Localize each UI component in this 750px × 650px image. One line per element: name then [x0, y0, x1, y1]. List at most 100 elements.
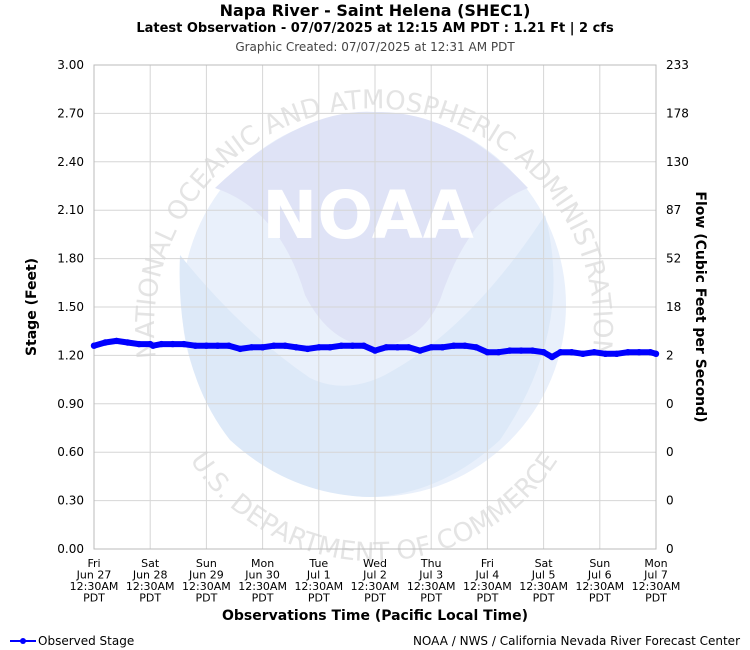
x-tick-label: Wed Jul 2 12:30AM PDT: [351, 557, 400, 605]
data-point: [484, 349, 491, 356]
data-point: [149, 342, 157, 349]
data-point: [338, 342, 345, 349]
data-point: [557, 349, 564, 356]
data-point: [315, 344, 322, 351]
data-point: [635, 349, 643, 356]
y2-tick-label: 52: [666, 252, 681, 266]
data-point: [248, 344, 255, 351]
x-tick-label: Sun Jul 6 12:30AM PDT: [575, 557, 624, 605]
data-point: [405, 344, 412, 351]
data-point: [281, 342, 289, 349]
y-tick-label: 0.00: [57, 542, 84, 556]
legend-label: Observed Stage: [38, 634, 135, 648]
data-point: [506, 347, 514, 354]
x-tick-label: Mon Jun 30 12:30AM PDT: [238, 557, 287, 605]
data-point: [540, 349, 547, 356]
data-point: [270, 342, 277, 349]
data-point: [529, 347, 536, 354]
data-point: [225, 342, 233, 349]
legend: Observed Stage: [10, 634, 134, 648]
legend-symbol: [10, 636, 36, 646]
watermark-bird: [215, 111, 528, 347]
data-point: [214, 342, 221, 349]
data-point: [591, 349, 598, 356]
y2-tick-label: 178: [666, 106, 689, 120]
y2-tick-label: 0: [666, 397, 674, 411]
y2-axis-title: Flow (Cubic Feet per Second): [692, 191, 708, 422]
y-tick-label: 2.40: [57, 155, 84, 169]
y-axis-title: Stage (Feet): [24, 258, 40, 356]
y-tick-label: 2.10: [57, 203, 84, 217]
x-tick-label: Mon Jul 7 12:30AM PDT: [632, 557, 681, 605]
data-point: [394, 344, 401, 351]
x-axis-title: Observations Time (Pacific Local Time): [222, 608, 528, 624]
series-observed-stage: [90, 337, 660, 361]
y2-tick-label: 130: [666, 155, 689, 169]
data-point: [102, 339, 109, 346]
data-point: [450, 342, 457, 349]
x-tick-label: Tue Jul 1 12:30AM PDT: [294, 557, 343, 605]
data-point: [371, 347, 379, 354]
data-point: [192, 342, 199, 349]
data-point: [293, 344, 300, 351]
data-point: [169, 340, 176, 348]
data-point: [349, 342, 356, 349]
data-point: [259, 344, 266, 351]
data-point: [326, 344, 334, 351]
data-point: [652, 350, 660, 357]
y-tick-label: 1.80: [57, 252, 84, 266]
plot-frame: [93, 64, 657, 550]
data-point: [113, 337, 120, 345]
watermark-logo-text: NOAA: [262, 177, 474, 254]
x-tick-label: Sun Jun 29 12:30AM PDT: [182, 557, 231, 605]
x-tick-label: Fri Jun 27 12:30AM PDT: [70, 557, 119, 605]
data-point: [428, 344, 435, 351]
y-tick-label: 1.50: [57, 300, 84, 314]
y2-tick-label: 2: [666, 348, 674, 362]
x-tick-label: Sat Jul 5 12:30AM PDT: [519, 557, 568, 605]
data-point: [495, 349, 502, 356]
grid: [93, 64, 657, 550]
y2-tick-label: 233: [666, 58, 689, 72]
data-point: [383, 344, 390, 351]
data-point: [90, 342, 98, 349]
y2-tick-label: 18: [666, 300, 681, 314]
data-point: [548, 353, 556, 361]
x-tick-label: Sat Jun 28 12:30AM PDT: [126, 557, 175, 605]
y-tick-label: 3.00: [57, 58, 84, 72]
latest-observation: Latest Observation - 07/07/2025 at 12:15…: [136, 21, 614, 36]
data-point: [236, 345, 244, 353]
data-point: [602, 350, 609, 357]
data-point: [360, 342, 367, 349]
data-point: [180, 340, 188, 348]
data-point: [124, 339, 131, 346]
data-point: [517, 347, 525, 354]
chart-title: Napa River - Saint Helena (SHEC1): [219, 1, 531, 20]
y2-tick-label: 0: [666, 542, 674, 556]
watermark-wave: [179, 215, 554, 497]
x-tick-label: Fri Jul 4 12:30AM PDT: [463, 557, 512, 605]
y-axis-right: 0 0 0 0 2 18 52 87 130 178 233: [666, 58, 689, 556]
y2-tick-label: 87: [666, 203, 681, 217]
y2-tick-label: 0: [666, 445, 674, 459]
data-point: [416, 347, 424, 354]
data-point: [439, 344, 446, 351]
y-tick-label: 1.20: [57, 348, 84, 362]
data-point: [568, 349, 575, 356]
data-point: [647, 349, 654, 356]
y-tick-label: 0.90: [57, 397, 84, 411]
y-axis-left: 0.00 0.30 0.60 0.90 1.20 1.50 1.80 2.10 2.40 2.70…: [57, 58, 84, 556]
data-point: [203, 342, 210, 349]
data-point: [135, 340, 143, 348]
data-point: [158, 340, 165, 348]
y-tick-label: 2.70: [57, 106, 84, 120]
graphic-created: Graphic Created: 07/07/2025 at 12:31 AM …: [235, 40, 515, 54]
data-point: [304, 345, 311, 353]
data-point: [613, 350, 620, 357]
x-tick-label: Thu Jul 3 12:30AM PDT: [407, 557, 456, 605]
data-point: [579, 350, 587, 357]
y-tick-label: 0.30: [57, 494, 84, 508]
footer-credit: NOAA / NWS / California Nevada River For…: [412, 634, 740, 648]
